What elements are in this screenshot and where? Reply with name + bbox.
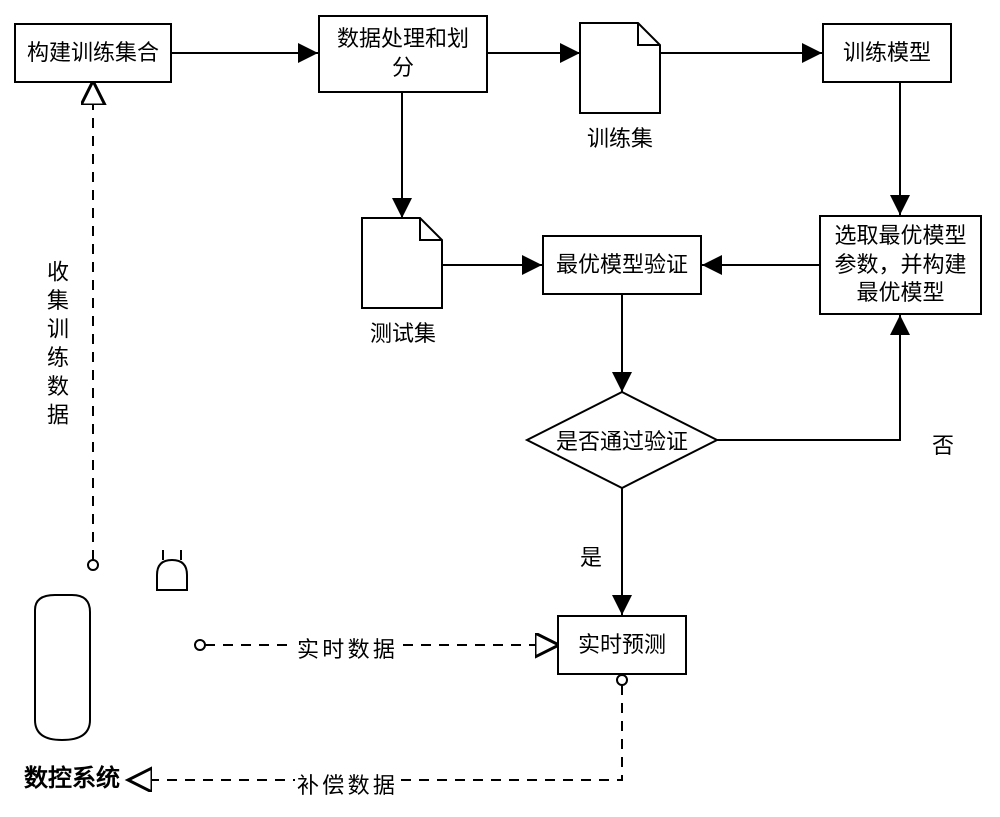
edge-e13-label: 补偿数据 xyxy=(295,768,400,800)
train-set-caption: 训练集 xyxy=(585,121,655,153)
test-set-caption: 测试集 xyxy=(368,316,438,348)
realtime-predict-box: 实时预测 xyxy=(557,615,687,675)
edge-e11-start xyxy=(88,560,98,570)
cnc-device-label: 数控系统 xyxy=(22,758,122,793)
flowchart-svg xyxy=(0,0,1000,817)
train-set-doc-shape xyxy=(580,23,660,113)
edge-e9-label: 否 xyxy=(930,428,956,460)
test-set-doc-shape xyxy=(362,218,442,308)
data-proc-box: 数据处理和划 分 xyxy=(318,15,488,93)
validate-box: 最优模型验证 xyxy=(542,235,702,295)
edge-e9 xyxy=(717,315,900,440)
select-best-box: 选取最优模型 参数，并构建 最优模型 xyxy=(819,215,982,315)
edge-e12-start xyxy=(195,640,205,650)
decision-label: 是否通过验证 xyxy=(527,392,717,488)
edge-e12-label: 实时数据 xyxy=(295,632,400,664)
edge-e11-label: 收集训练数据 xyxy=(38,260,74,432)
cnc-device-icon xyxy=(30,550,190,762)
edge-e13 xyxy=(130,685,622,780)
decision-diamond: 是否通过验证 xyxy=(527,392,717,488)
build-train-set-box: 构建训练集合 xyxy=(14,23,172,83)
edge-e13-start xyxy=(617,675,627,685)
train-model-box: 训练模型 xyxy=(822,23,952,83)
edge-e10-label: 是 xyxy=(578,540,604,572)
